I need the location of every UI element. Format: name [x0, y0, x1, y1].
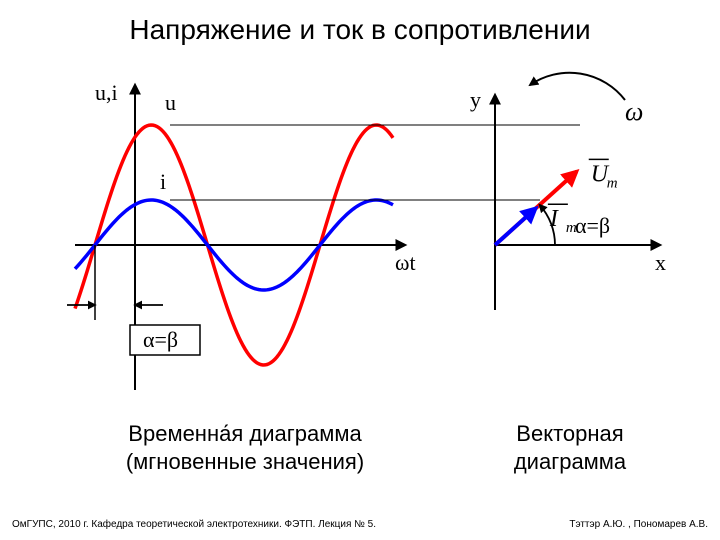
Im-label: Im: [548, 204, 577, 236]
svg-text:m: m: [607, 175, 618, 191]
Um-label: Um: [589, 159, 618, 191]
slide-title: Напряжение и ток в сопротивлении: [0, 14, 720, 46]
omega-label: ω: [625, 97, 643, 126]
label-ui: u,i: [95, 80, 118, 105]
caption-right-l2: диаграмма: [514, 449, 626, 474]
svg-text:I: I: [549, 206, 559, 232]
footer-right: Тэттэр А.Ю. , Пономарев А.В.: [569, 519, 708, 530]
combined-diagram: u,i ωt u i α=β y x Um Im ω α=β: [60, 70, 670, 400]
caption-time-diagram: Временна́я диаграмма (мгновенные значени…: [85, 420, 405, 475]
label-x: x: [655, 250, 666, 275]
u-label: u: [165, 90, 176, 115]
caption-right-l1: Векторная: [516, 421, 623, 446]
caption-vector-diagram: Векторная диаграмма: [460, 420, 680, 475]
i-label: i: [160, 169, 166, 194]
label-y: y: [470, 87, 481, 112]
alpha-beta-left: α=β: [143, 327, 178, 352]
caption-left-l1: Временна́я диаграмма: [128, 421, 361, 446]
Im-vector: [495, 208, 536, 245]
omega-arc: [530, 73, 625, 100]
footer-left: ОмГУПС, 2010 г. Кафедра теоретической эл…: [12, 519, 376, 530]
caption-left-l2: (мгновенные значения): [126, 449, 364, 474]
alpha-beta-right: α=β: [575, 213, 610, 238]
label-wt: ωt: [395, 250, 416, 275]
diagram-container: u,i ωt u i α=β y x Um Im ω α=β: [60, 70, 670, 400]
